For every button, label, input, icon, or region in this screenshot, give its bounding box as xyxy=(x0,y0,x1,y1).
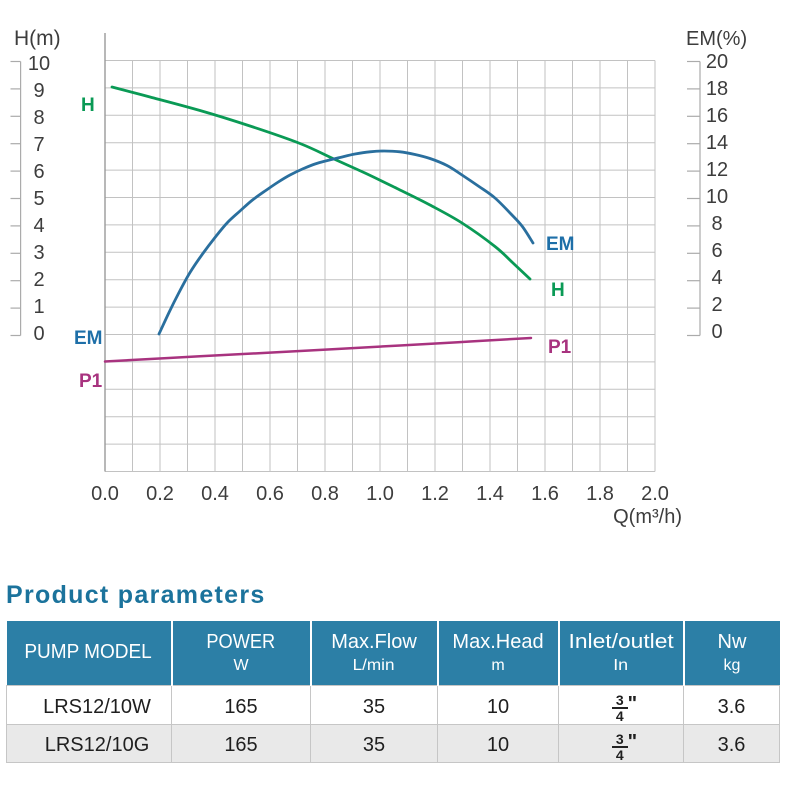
svg-text:1.2: 1.2 xyxy=(421,483,449,505)
svg-text:16: 16 xyxy=(706,105,728,127)
svg-text:1.6: 1.6 xyxy=(531,483,559,505)
svg-text:2: 2 xyxy=(33,269,44,291)
svg-text:0.0: 0.0 xyxy=(91,483,119,505)
svg-text:18: 18 xyxy=(706,78,728,100)
svg-text:EM(%): EM(%) xyxy=(686,28,747,50)
svg-text:H(m): H(m) xyxy=(14,27,61,50)
svg-text:2: 2 xyxy=(711,294,722,316)
svg-text:10: 10 xyxy=(706,186,728,208)
svg-text:4: 4 xyxy=(33,215,44,237)
svg-text:1: 1 xyxy=(33,296,44,318)
svg-text:Q(m³/h): Q(m³/h) xyxy=(613,506,682,528)
svg-text:10: 10 xyxy=(28,53,50,75)
svg-text:20: 20 xyxy=(706,51,728,73)
svg-text:P1: P1 xyxy=(548,337,572,358)
svg-text:1.8: 1.8 xyxy=(586,483,614,505)
svg-text:12: 12 xyxy=(706,159,728,181)
svg-text:H: H xyxy=(81,95,95,116)
svg-text:6: 6 xyxy=(711,240,722,262)
svg-text:EM: EM xyxy=(546,234,575,255)
svg-text:0: 0 xyxy=(711,321,722,343)
svg-text:0.2: 0.2 xyxy=(146,483,174,505)
svg-text:0.8: 0.8 xyxy=(311,483,339,505)
svg-text:3: 3 xyxy=(33,242,44,264)
svg-text:8: 8 xyxy=(33,107,44,129)
svg-text:0: 0 xyxy=(33,323,44,345)
svg-text:8: 8 xyxy=(711,213,722,235)
svg-text:1.4: 1.4 xyxy=(476,483,504,505)
svg-text:7: 7 xyxy=(33,134,44,156)
svg-text:9: 9 xyxy=(33,80,44,102)
svg-text:H: H xyxy=(551,280,565,301)
svg-text:0.6: 0.6 xyxy=(256,483,284,505)
svg-text:14: 14 xyxy=(706,132,728,154)
svg-text:6: 6 xyxy=(33,161,44,183)
svg-text:2.0: 2.0 xyxy=(641,483,669,505)
svg-text:5: 5 xyxy=(33,188,44,210)
svg-text:0.4: 0.4 xyxy=(201,483,229,505)
svg-text:EM: EM xyxy=(74,328,103,349)
svg-text:4: 4 xyxy=(711,267,722,289)
svg-text:P1: P1 xyxy=(79,371,103,392)
svg-text:1.0: 1.0 xyxy=(366,483,394,505)
